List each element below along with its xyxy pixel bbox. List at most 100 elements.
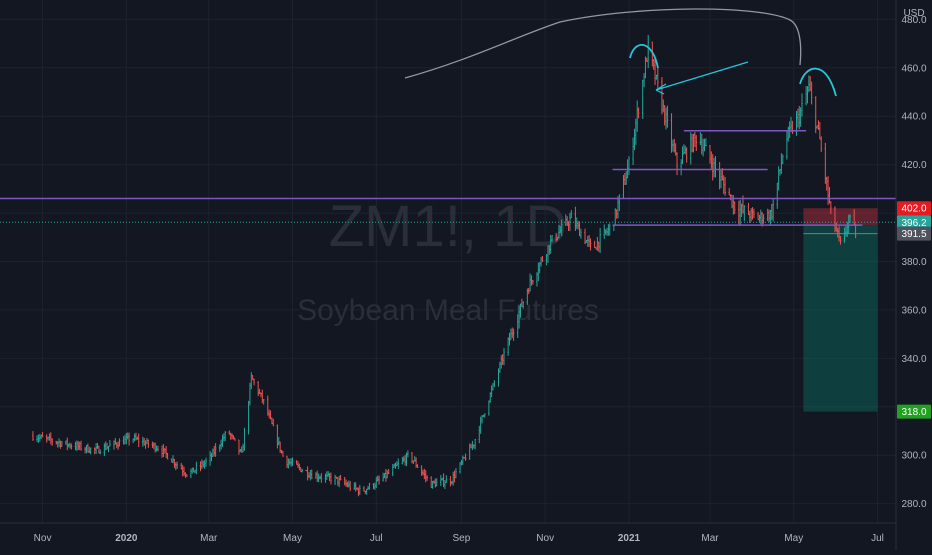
left-head-mark (629, 43, 659, 69)
right-head-mark (799, 67, 837, 97)
time-tick-label: May (283, 533, 302, 544)
arrow-head (655, 83, 667, 95)
candle-up (301, 468, 303, 473)
time-tick-label: Jul (871, 533, 884, 544)
time-tick-label: 2021 (618, 533, 641, 544)
candle-down (532, 279, 534, 285)
hand-drawn-curve (404, 8, 802, 79)
candle-down (185, 474, 188, 478)
candle-up (493, 380, 496, 387)
candle-up (560, 219, 563, 237)
candle-up (551, 235, 553, 242)
candle-up (705, 138, 707, 147)
candle-up (214, 443, 217, 457)
candle-up (195, 461, 198, 475)
candle-down (378, 475, 380, 485)
candle-up (801, 93, 803, 117)
price-tag-box (897, 215, 931, 230)
candle-down (657, 66, 659, 89)
price-tick-label: 480.0 (901, 15, 926, 26)
candle-up (262, 399, 265, 405)
candle-down (724, 176, 726, 196)
candle-down (234, 437, 236, 441)
candle-down (272, 418, 275, 427)
candle-down (32, 431, 34, 441)
candle-up (109, 440, 111, 447)
candle-down (80, 440, 82, 451)
candle-down (685, 147, 688, 163)
drawings-under (0, 208, 896, 412)
candle-down (310, 469, 313, 480)
candle-down (820, 136, 823, 152)
candle-down (637, 107, 640, 119)
time-tick-label: Mar (701, 533, 719, 544)
candle-up (407, 450, 409, 458)
price-tick-label: 440.0 (901, 112, 926, 123)
candle-down (666, 105, 669, 128)
time-tick-label: Jul (370, 533, 383, 544)
candle-up (781, 154, 784, 165)
candle-down (157, 445, 159, 452)
candle-up (647, 34, 649, 69)
candle-down (676, 152, 678, 176)
candle-up (599, 227, 601, 253)
currency-label[interactable]: USD (903, 8, 924, 19)
candle-down (349, 481, 351, 492)
candle-up (762, 214, 765, 224)
candle-up (118, 438, 121, 447)
candle-down (791, 120, 794, 135)
price-tick-label: 380.0 (901, 257, 926, 268)
price-tick-label: 280.0 (901, 499, 926, 510)
candle-up (89, 447, 92, 455)
time-tick-label: Nov (536, 533, 554, 544)
price-tag-label: 396.2 (901, 218, 926, 229)
candles (32, 34, 857, 497)
candle-up (618, 194, 621, 211)
candle-up (176, 461, 178, 469)
price-tag-label: 318.0 (901, 407, 926, 418)
candle-down (839, 236, 842, 245)
gridlines (0, 0, 896, 523)
candle-up (608, 223, 611, 236)
position-target-zone (803, 225, 878, 412)
price-tick-label: 460.0 (901, 63, 926, 74)
candle-down (147, 439, 150, 448)
candle-up (435, 478, 438, 487)
time-tick-label: Sep (453, 533, 471, 544)
time-tick-label: 2020 (115, 533, 138, 544)
price-tag-box (897, 201, 931, 216)
time-tick-label: May (784, 533, 803, 544)
candle-up (397, 458, 400, 470)
drawings-over (0, 8, 896, 226)
position-stop-zone (803, 208, 878, 226)
candle-down (137, 433, 140, 448)
candle-down (166, 452, 169, 460)
watermark-name: Soybean Meal Futures (297, 294, 599, 327)
candle-down (282, 450, 284, 457)
candle-up (70, 443, 73, 450)
candle-up (503, 347, 505, 366)
time-axis[interactable]: Nov 2020 Mar May Jul Sep Nov 2021 Mar May Jul (34, 533, 884, 544)
candle-up (99, 449, 102, 455)
candle-up (474, 438, 476, 450)
candle-down (589, 238, 592, 251)
candle-up (570, 209, 573, 219)
candle-up (368, 482, 371, 490)
candle-up (512, 328, 515, 341)
price-tag-label: 402.0 (901, 204, 926, 215)
candle-up (483, 413, 486, 418)
candle-down (339, 474, 342, 481)
candle-up (849, 214, 851, 224)
candle-down (464, 453, 467, 461)
candle-up (580, 228, 582, 239)
candle-down (733, 201, 736, 214)
candle-up (60, 440, 63, 447)
price-axis[interactable]: 280.0 300.0 340.0 360.0 380.0 420.0 440.0 460.0… (901, 15, 926, 510)
candle-down (695, 135, 698, 151)
price-tick-label: 340.0 (901, 354, 926, 365)
candle-down (753, 208, 755, 219)
price-tick-label: 420.0 (901, 160, 926, 171)
